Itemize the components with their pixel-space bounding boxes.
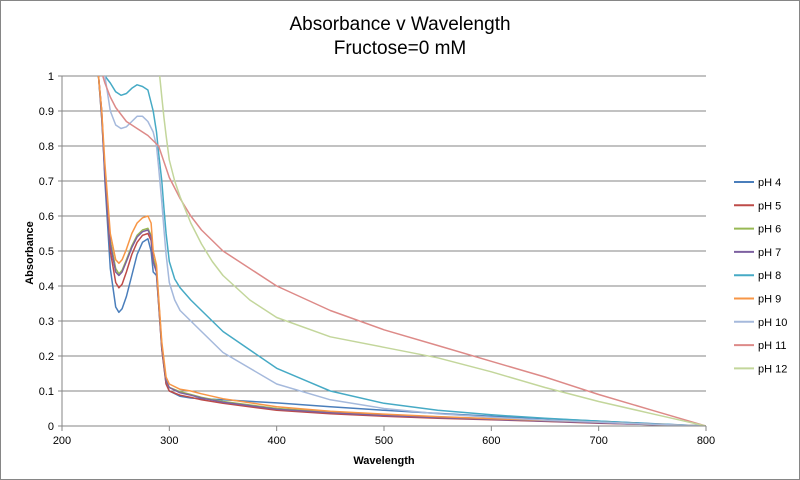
legend-label-ph-4: pH 4 — [758, 177, 781, 189]
x-tick-label-0: 200 — [53, 435, 71, 447]
series-line-ph-10 — [104, 75, 706, 426]
legend-label-ph-8: pH 8 — [758, 270, 781, 282]
y-tick-label-4: 0.4 — [39, 281, 54, 293]
axes — [61, 76, 706, 427]
legend-label-ph-5: pH 5 — [758, 200, 781, 212]
y-tick-label-5: 0.5 — [39, 246, 54, 258]
y-tick-label-7: 0.7 — [39, 176, 54, 188]
y-tick-label-6: 0.6 — [39, 211, 54, 223]
grid-lines — [58, 75, 707, 431]
y-axis-label: Absorbance — [24, 221, 36, 285]
legend-label-ph-9: pH 9 — [758, 294, 781, 306]
y-tick-label-0: 0 — [48, 421, 54, 433]
series-line-ph-12 — [158, 75, 706, 426]
x-tick-label-3: 500 — [375, 435, 393, 447]
x-tick-label-2: 400 — [267, 435, 285, 447]
x-tick-label-1: 300 — [160, 435, 178, 447]
y-tick-label-10: 1 — [48, 71, 54, 83]
chart-title: Absorbance v Wavelength — [289, 14, 511, 35]
legend-label-ph-6: pH 6 — [758, 224, 781, 236]
x-tick-labels: 200 300 400 500 600 700 800 — [53, 435, 715, 447]
legend-label-ph-12: pH 12 — [758, 363, 787, 375]
y-tick-label-3: 0.3 — [39, 316, 54, 328]
legend-label-ph-11: pH 11 — [758, 340, 787, 352]
x-tick-label-6: 800 — [697, 435, 715, 447]
legend-label-ph-7: pH 7 — [758, 247, 781, 259]
y-tick-label-8: 0.8 — [39, 141, 54, 153]
chart-subtitle: Fructose=0 mM — [333, 38, 467, 59]
x-tick-label-4: 600 — [482, 435, 500, 447]
series-line-ph-8 — [104, 75, 706, 426]
series-line-ph-11 — [102, 75, 706, 426]
x-tick-label-5: 700 — [589, 435, 607, 447]
x-axis-label: Wavelength — [353, 455, 415, 467]
legend-label-ph-10: pH 10 — [758, 317, 787, 329]
series-layer — [97, 75, 706, 426]
y-tick-label-9: 0.9 — [39, 106, 54, 118]
y-tick-labels: 0 0.1 0.2 0.3 0.4 0.5 0.6 0.7 0.8 0.9 1 — [39, 71, 54, 433]
y-tick-label-2: 0.2 — [39, 351, 54, 363]
legend: pH 4 pH 5 pH 6 pH 7 pH 8 pH 9 pH 10 pH 11 pH 12 — [734, 177, 787, 375]
y-tick-label-1: 0.1 — [39, 386, 54, 398]
series-line-ph-9 — [97, 75, 706, 426]
